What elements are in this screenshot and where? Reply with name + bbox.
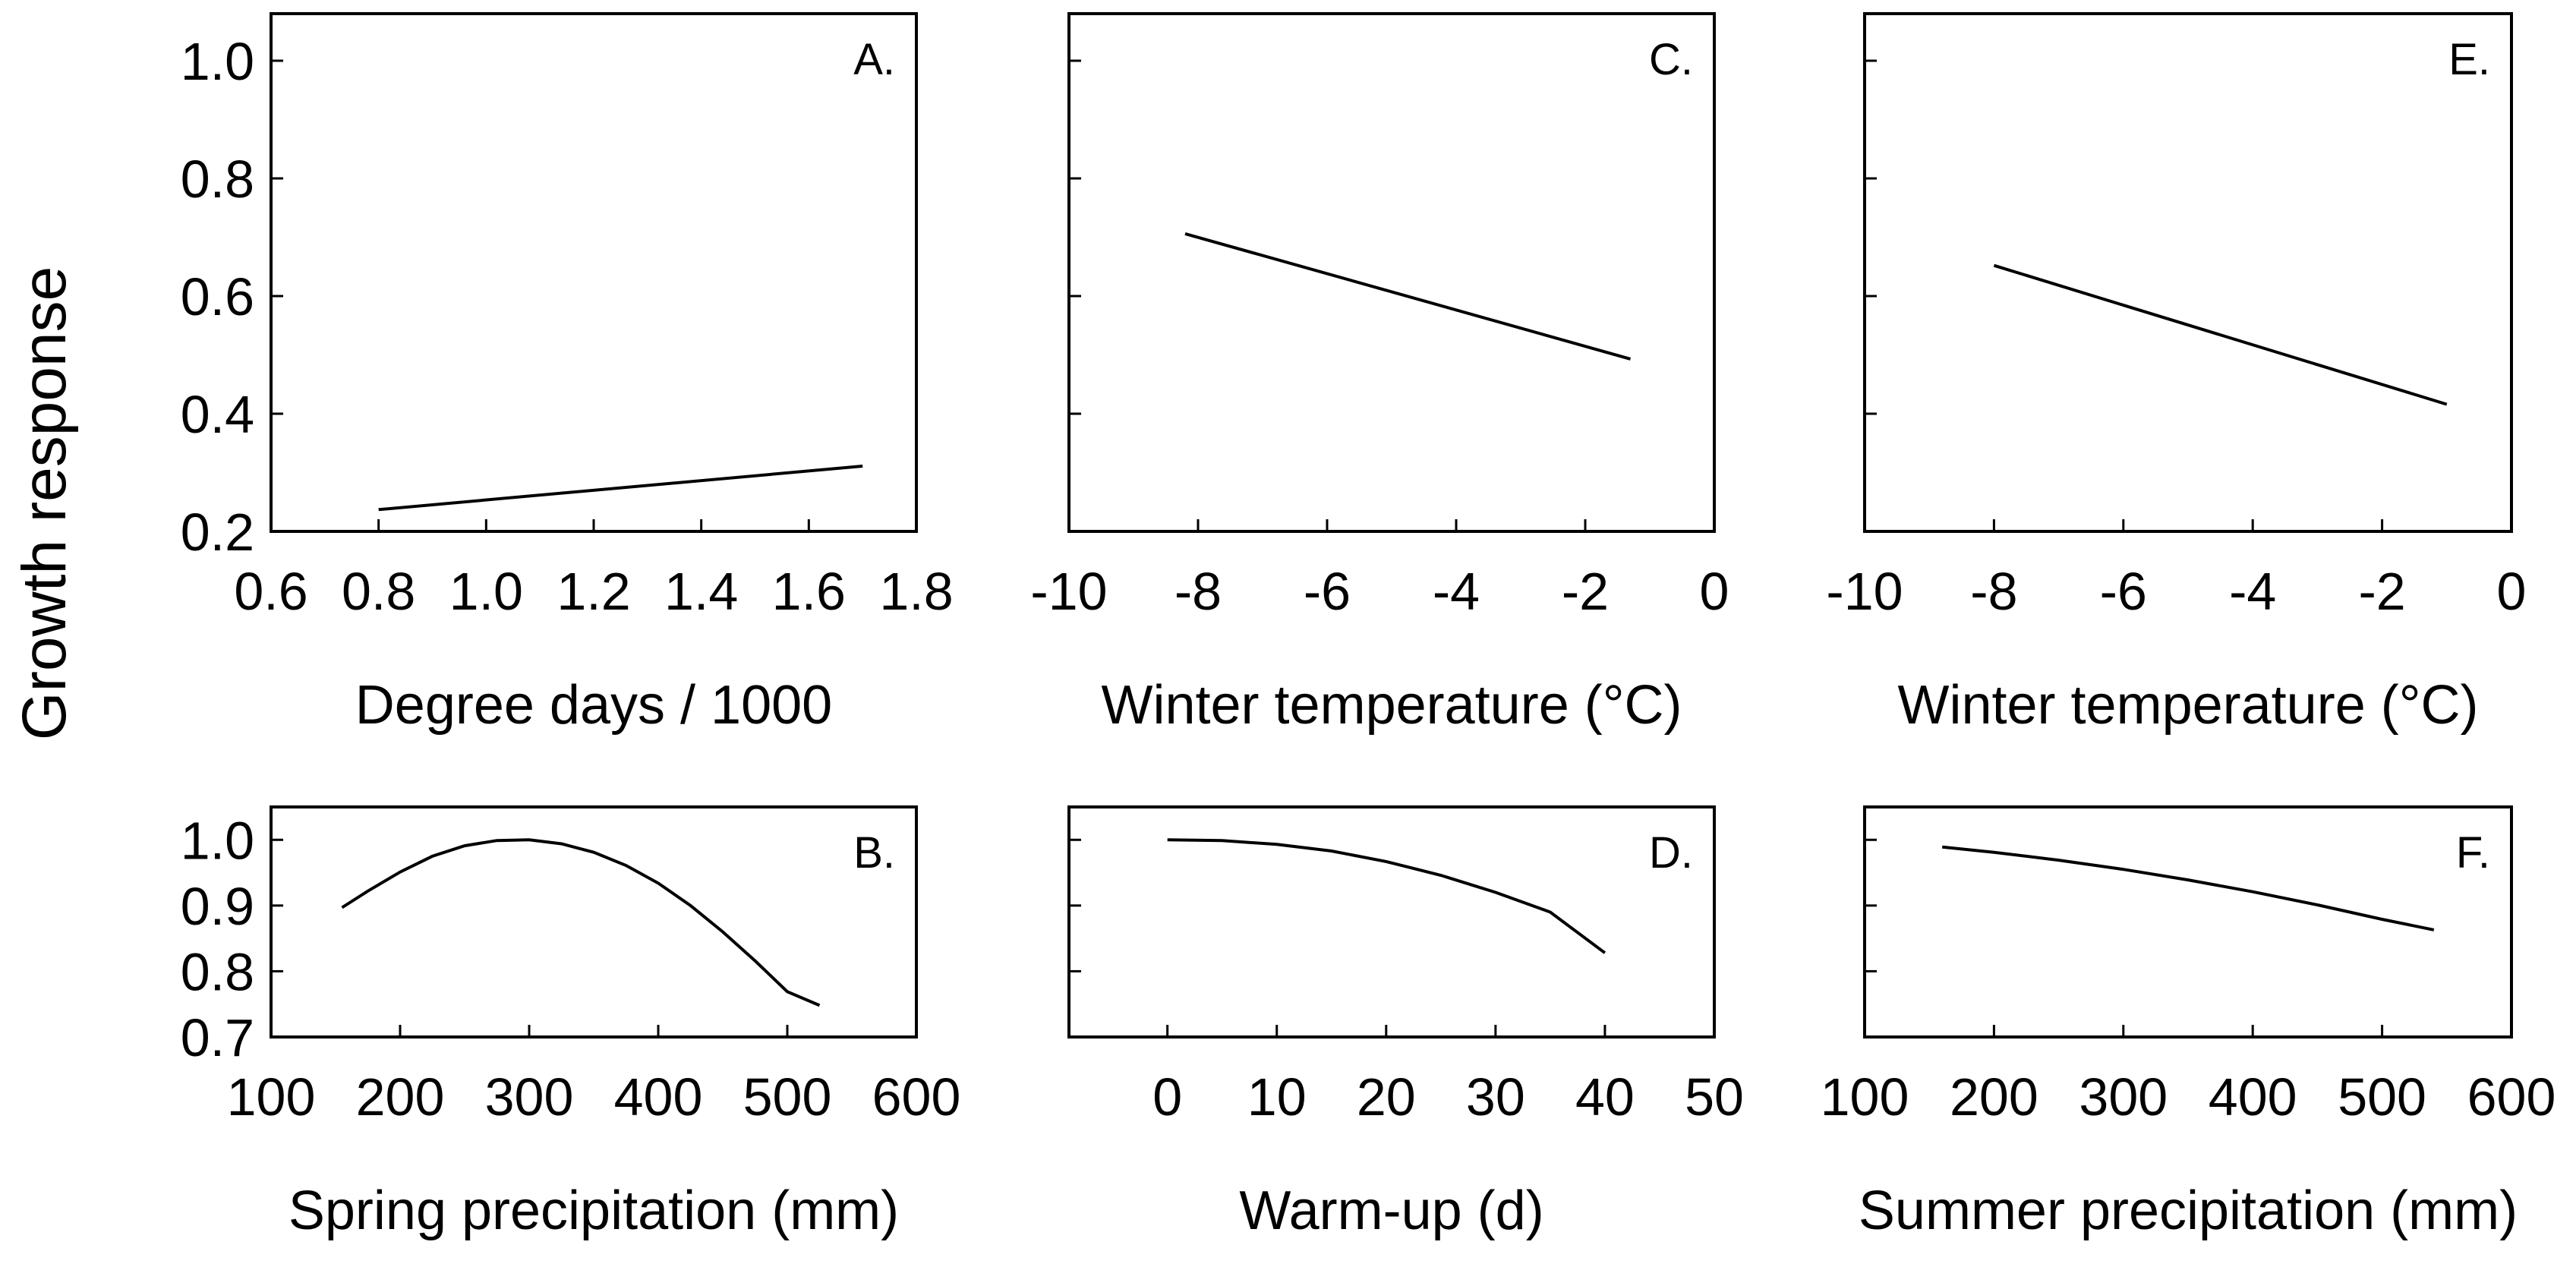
panel-f-series-line (1941, 845, 2435, 931)
panel-a-ytick-label: 0.8 (181, 150, 254, 209)
panel-a-frame (270, 12, 918, 533)
figure-y-axis-label: Growth response (10, 266, 79, 740)
panel-d-xtick-label: 40 (1575, 1067, 1635, 1127)
panel-d: 0 10 20 30 40 50 Warm-up (d) D. (1067, 805, 1744, 1241)
panel-d-xtick-label: 30 (1466, 1067, 1525, 1127)
panel-b: 0.7 0.8 0.9 1.0 100 200 300 400 500 600 Spring pre… (181, 805, 961, 1241)
panel-c-x-axis-label: Winter temperature (°C) (1102, 675, 1682, 736)
panel-b-series-line (341, 838, 821, 1007)
panel-c-label: C. (1649, 35, 1693, 84)
panel-f-x-axis-label: Summer precipitation (mm) (1859, 1180, 2518, 1241)
panel-a-xtick-label: 1.4 (664, 562, 738, 621)
panel-c-xtick-label: -2 (1562, 562, 1609, 621)
panel-e-label: E. (2448, 35, 2490, 84)
panel-e-xtick-label: -6 (2100, 562, 2147, 621)
chart-panels: 0.2 0.4 0.6 0.8 1.0 0.6 0.8 1.0 1.2 1.4 1.6 1.8 Degr… (181, 12, 2556, 1241)
panel-a-xtick-label: 0.6 (234, 562, 307, 621)
panel-a-xtick-label: 1.2 (557, 562, 630, 621)
panel-d-xtick-label: 10 (1247, 1067, 1307, 1127)
panel-f-xtick-label: 600 (2467, 1067, 2556, 1127)
panel-c-xtick-label: 0 (1700, 562, 1729, 621)
panel-c-xtick-label: -10 (1030, 562, 1107, 621)
panel-c-series-line (1184, 232, 1632, 361)
panel-a-xtick-label: 1.8 (879, 562, 953, 621)
panel-a-ytick-label: 0.6 (181, 267, 254, 326)
panel-e-series-line (1993, 263, 2448, 406)
panel-b-ytick-label: 1.0 (181, 811, 254, 870)
panel-e-frame (1863, 12, 2513, 533)
panel-b-ytick-label: 0.9 (181, 877, 254, 936)
panel-c-xtick-label: -6 (1304, 562, 1351, 621)
panel-f-frame (1863, 805, 2513, 1038)
panel-e-xtick-label: -10 (1826, 562, 1903, 621)
panel-d-label: D. (1649, 828, 1693, 878)
panel-b-xtick-label: 300 (485, 1067, 574, 1127)
panel-b-ytick-label: 0.8 (181, 942, 254, 1001)
panel-e-xtick-label: -4 (2229, 562, 2276, 621)
panel-a-series-line (378, 465, 863, 512)
panel-d-frame (1067, 805, 1716, 1038)
panel-b-x-axis-label: Spring precipitation (mm) (288, 1180, 899, 1241)
panel-b-xtick-label: 400 (614, 1067, 703, 1127)
panel-e-xtick-label: 0 (2497, 562, 2527, 621)
panel-d-xtick-label: 0 (1152, 1067, 1182, 1127)
panel-e-xtick-label: -8 (1970, 562, 2017, 621)
panel-b-xtick-label: 100 (227, 1067, 316, 1127)
panel-a-xtick-label: 0.8 (342, 562, 415, 621)
panel-b-xtick-label: 600 (872, 1067, 961, 1127)
panel-a-x-axis-label: Degree days / 1000 (355, 675, 832, 736)
panel-f-xtick-label: 400 (2209, 1067, 2297, 1127)
panel-a-xtick-label: 1.6 (772, 562, 846, 621)
panel-d-series-line (1167, 838, 1606, 954)
panel-b-xtick-label: 500 (743, 1067, 832, 1127)
panel-b-label: B. (853, 828, 895, 878)
panel-d-xtick-label: 50 (1685, 1067, 1744, 1127)
panel-f-xtick-label: 300 (2079, 1067, 2168, 1127)
panel-b-frame (270, 805, 918, 1038)
panel-c-xtick-label: -4 (1433, 562, 1480, 621)
panel-f: 100 200 300 400 500 600 Summer precipitation (… (1821, 805, 2556, 1241)
panel-b-ytick-label: 0.7 (181, 1008, 254, 1067)
panel-e-x-axis-label: Winter temperature (°C) (1898, 675, 2479, 736)
panel-a-label: A. (853, 35, 895, 84)
panel-a: 0.2 0.4 0.6 0.8 1.0 0.6 0.8 1.0 1.2 1.4 1.6 1.8 Degr… (181, 12, 954, 736)
panel-c-frame (1067, 12, 1716, 533)
panel-c-xtick-label: -8 (1174, 562, 1222, 621)
panel-f-xtick-label: 200 (1950, 1067, 2038, 1127)
panel-c: -10 -8 -6 -4 -2 0 Winter temperature (°C) C. (1030, 12, 1729, 736)
panel-a-ytick-label: 1.0 (181, 32, 254, 91)
panel-d-x-axis-label: Warm-up (d) (1239, 1180, 1543, 1241)
panel-f-xtick-label: 100 (1821, 1067, 1909, 1127)
panel-a-ytick-label: 0.2 (181, 503, 254, 562)
panel-f-xtick-label: 500 (2338, 1067, 2426, 1127)
panel-e-xtick-label: -2 (2358, 562, 2405, 621)
panel-f-label: F. (2456, 828, 2490, 878)
panel-d-xtick-label: 20 (1357, 1067, 1416, 1127)
panel-a-ytick-label: 0.4 (181, 385, 254, 444)
panel-a-xtick-label: 1.0 (449, 562, 523, 621)
panel-e: -10 -8 -6 -4 -2 0 Winter temperature (°C) E. (1826, 12, 2527, 736)
panel-b-xtick-label: 200 (356, 1067, 445, 1127)
